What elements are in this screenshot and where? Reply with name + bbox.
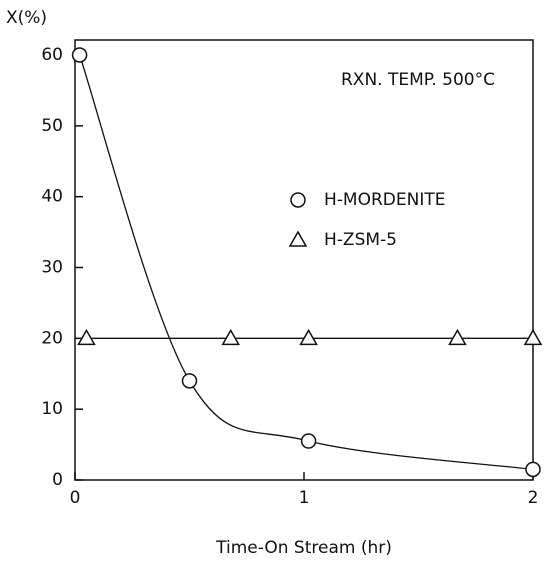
x-tick-label: 2 xyxy=(528,488,539,508)
annotation: RXN. TEMP. 500°C xyxy=(341,70,495,90)
series-line xyxy=(78,54,534,471)
data-point xyxy=(221,328,241,346)
y-axis-label: X(%) xyxy=(6,8,47,28)
x-tick-label: 1 xyxy=(299,488,310,508)
legend-label: H-ZSM-5 xyxy=(324,230,397,250)
data-point xyxy=(523,328,543,346)
data-point xyxy=(525,461,541,478)
y-tick-label: 0 xyxy=(52,470,63,490)
data-point xyxy=(71,47,88,63)
data-point xyxy=(181,373,198,389)
plot-frame xyxy=(74,39,534,481)
x-axis-label: Time-On Stream (hr) xyxy=(215,538,392,558)
data-point xyxy=(77,328,96,346)
legend-marker xyxy=(290,192,306,208)
data-point xyxy=(299,328,318,346)
data-point xyxy=(300,433,317,449)
x-tick-label: 0 xyxy=(70,488,81,508)
legend-label: H-MORDENITE xyxy=(324,190,445,210)
y-tick-label: 10 xyxy=(41,399,63,419)
y-tick-label: 60 xyxy=(41,45,63,65)
data-point xyxy=(448,328,467,346)
legend-marker xyxy=(288,230,308,247)
y-tick-label: 30 xyxy=(41,258,63,278)
y-tick-label: 50 xyxy=(41,116,63,136)
y-tick-label: 40 xyxy=(41,187,63,207)
y-tick-label: 20 xyxy=(41,328,63,348)
